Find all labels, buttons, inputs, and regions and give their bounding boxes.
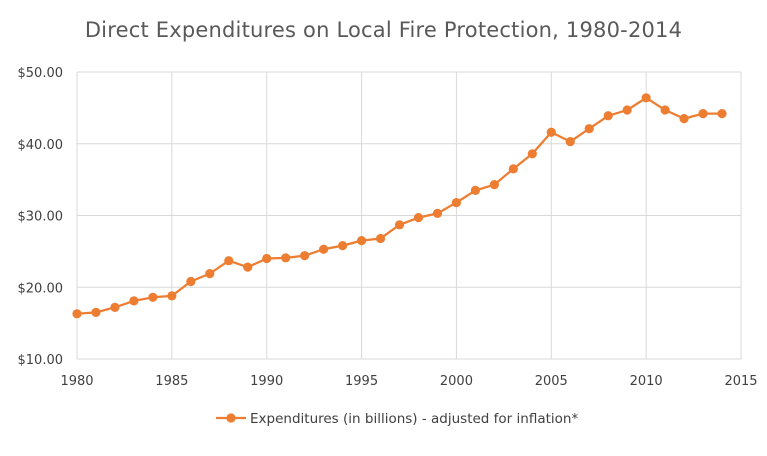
data-point [72, 309, 82, 319]
series-line [76, 96, 723, 315]
data-point [110, 302, 120, 312]
data-point [148, 292, 158, 302]
x-tick-label: 1995 [345, 374, 378, 389]
legend: Expenditures (in billions) - adjusted fo… [216, 411, 578, 427]
y-tick-label: $20.00 [18, 281, 64, 296]
data-point [338, 241, 348, 251]
data-point [508, 164, 518, 174]
data-point [243, 262, 253, 272]
data-point [717, 109, 727, 119]
data-point [394, 220, 405, 230]
data-point [451, 197, 462, 208]
y-tick-label: $40.00 [18, 138, 64, 153]
chart-title: Direct Expenditures on Local Fire Protec… [84, 18, 683, 42]
data-point [356, 236, 367, 246]
data-point [546, 127, 556, 137]
x-tick-label: 1990 [250, 374, 283, 389]
data-point [205, 269, 215, 279]
x-tick-label: 2000 [440, 374, 473, 389]
data-point [660, 105, 670, 115]
legend-label: Expenditures (in billions) - adjusted fo… [250, 411, 578, 427]
y-tick-label: $10.00 [18, 353, 64, 368]
data-point [413, 213, 424, 223]
x-tick-label: 2010 [630, 374, 663, 389]
data-point [129, 296, 139, 306]
x-tick-label: 2005 [535, 374, 568, 389]
y-tick-label: $50.00 [18, 66, 64, 81]
data-point [224, 256, 234, 266]
data-point [432, 208, 443, 218]
data-point [622, 105, 632, 115]
data-point [300, 251, 310, 261]
data-point [167, 291, 177, 301]
data-point [584, 124, 594, 134]
data-point [262, 253, 272, 264]
x-tick-label: 2015 [724, 374, 757, 389]
data-point [698, 109, 708, 119]
data-point [470, 185, 480, 195]
data-point [186, 276, 196, 287]
data-point [679, 114, 689, 124]
series-layer [72, 93, 727, 319]
data-point [319, 244, 329, 254]
data-point [281, 253, 291, 263]
x-tick-label: 1985 [155, 374, 188, 389]
data-point [527, 149, 537, 159]
data-point [375, 233, 386, 244]
data-point [603, 111, 613, 121]
y-tick-label: $30.00 [18, 210, 64, 225]
data-point [91, 307, 101, 317]
legend-marker [226, 413, 236, 423]
data-point [489, 180, 499, 190]
tick-labels: $10.00 $20.00 $30.00 $40.00 $50.00 1980 1985 19… [18, 66, 758, 389]
x-tick-label: 1980 [60, 374, 93, 389]
grid-layer [76, 71, 742, 360]
data-point [565, 136, 575, 147]
data-point [641, 93, 651, 103]
